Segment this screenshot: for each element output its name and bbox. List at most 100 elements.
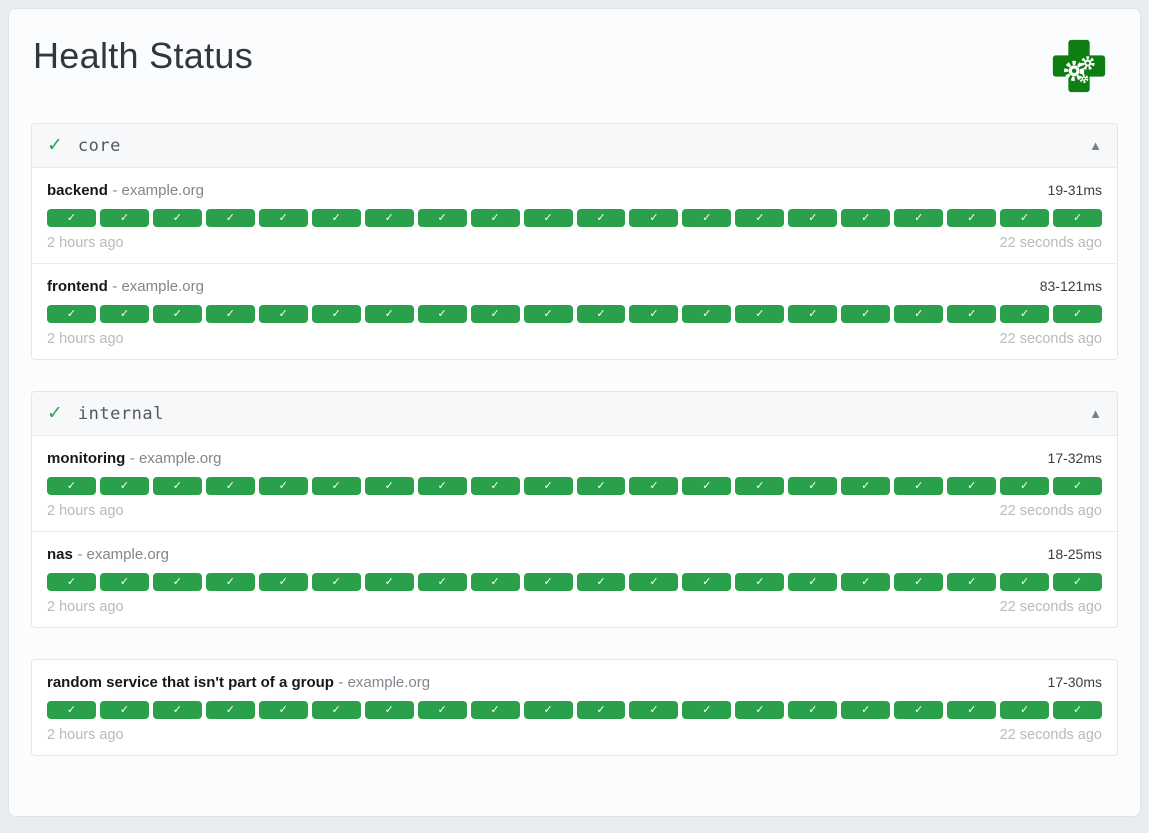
health-segment-ok[interactable]: ✓: [841, 305, 891, 323]
health-segment-ok[interactable]: ✓: [205, 477, 255, 495]
health-segment-ok[interactable]: ✓: [470, 305, 520, 323]
health-segment-ok[interactable]: ✓: [364, 573, 414, 591]
health-segment-ok[interactable]: ✓: [788, 477, 838, 495]
health-segment-ok[interactable]: ✓: [894, 477, 944, 495]
health-segment-ok[interactable]: ✓: [205, 209, 255, 227]
health-segment-ok[interactable]: ✓: [258, 701, 308, 719]
health-segment-ok[interactable]: ✓: [470, 573, 520, 591]
health-segment-ok[interactable]: ✓: [682, 209, 732, 227]
health-segment-ok[interactable]: ✓: [47, 305, 96, 323]
health-segment-ok[interactable]: ✓: [364, 701, 414, 719]
health-segment-ok[interactable]: ✓: [576, 209, 626, 227]
health-segment-ok[interactable]: ✓: [735, 573, 785, 591]
health-segment-ok[interactable]: ✓: [523, 477, 573, 495]
health-segment-ok[interactable]: ✓: [894, 305, 944, 323]
health-segment-ok[interactable]: ✓: [1000, 477, 1050, 495]
health-segment-ok[interactable]: ✓: [205, 305, 255, 323]
health-segment-ok[interactable]: ✓: [576, 701, 626, 719]
health-segment-ok[interactable]: ✓: [523, 209, 573, 227]
health-segment-ok[interactable]: ✓: [99, 477, 149, 495]
health-segment-ok[interactable]: ✓: [258, 305, 308, 323]
health-segment-ok[interactable]: ✓: [841, 209, 891, 227]
health-segment-ok[interactable]: ✓: [470, 701, 520, 719]
health-segment-ok[interactable]: ✓: [152, 477, 202, 495]
health-segment-ok[interactable]: ✓: [364, 305, 414, 323]
health-segment-ok[interactable]: ✓: [47, 209, 96, 227]
health-segment-ok[interactable]: ✓: [629, 701, 679, 719]
health-segment-ok[interactable]: ✓: [841, 701, 891, 719]
health-segment-ok[interactable]: ✓: [311, 701, 361, 719]
health-segment-ok[interactable]: ✓: [576, 305, 626, 323]
health-segment-ok[interactable]: ✓: [788, 701, 838, 719]
health-segment-ok[interactable]: ✓: [523, 573, 573, 591]
health-segment-ok[interactable]: ✓: [841, 477, 891, 495]
health-segment-ok[interactable]: ✓: [894, 573, 944, 591]
health-segment-ok[interactable]: ✓: [311, 305, 361, 323]
health-segment-ok[interactable]: ✓: [99, 573, 149, 591]
health-segment-ok[interactable]: ✓: [152, 305, 202, 323]
health-segment-ok[interactable]: ✓: [894, 209, 944, 227]
group-header[interactable]: ✓ internal ▲: [32, 392, 1117, 436]
collapse-triangle-icon[interactable]: ▲: [1089, 406, 1102, 421]
health-segment-ok[interactable]: ✓: [788, 209, 838, 227]
health-segment-ok[interactable]: ✓: [258, 209, 308, 227]
health-segment-ok[interactable]: ✓: [788, 305, 838, 323]
health-segment-ok[interactable]: ✓: [1000, 573, 1050, 591]
health-segment-ok[interactable]: ✓: [152, 701, 202, 719]
health-segment-ok[interactable]: ✓: [417, 701, 467, 719]
health-segment-ok[interactable]: ✓: [735, 477, 785, 495]
health-segment-ok[interactable]: ✓: [947, 573, 997, 591]
health-segment-ok[interactable]: ✓: [1053, 573, 1103, 591]
health-segment-ok[interactable]: ✓: [1053, 477, 1103, 495]
health-segment-ok[interactable]: ✓: [841, 573, 891, 591]
health-segment-ok[interactable]: ✓: [311, 573, 361, 591]
health-segment-ok[interactable]: ✓: [99, 305, 149, 323]
health-segment-ok[interactable]: ✓: [417, 305, 467, 323]
health-segment-ok[interactable]: ✓: [735, 701, 785, 719]
health-segment-ok[interactable]: ✓: [682, 573, 732, 591]
health-segment-ok[interactable]: ✓: [311, 477, 361, 495]
health-segment-ok[interactable]: ✓: [99, 209, 149, 227]
health-segment-ok[interactable]: ✓: [735, 209, 785, 227]
health-segment-ok[interactable]: ✓: [417, 477, 467, 495]
health-segment-ok[interactable]: ✓: [1000, 209, 1050, 227]
health-segment-ok[interactable]: ✓: [311, 209, 361, 227]
health-segment-ok[interactable]: ✓: [205, 701, 255, 719]
health-segment-ok[interactable]: ✓: [523, 701, 573, 719]
health-segment-ok[interactable]: ✓: [947, 477, 997, 495]
health-segment-ok[interactable]: ✓: [523, 305, 573, 323]
health-segment-ok[interactable]: ✓: [947, 701, 997, 719]
health-segment-ok[interactable]: ✓: [470, 477, 520, 495]
collapse-triangle-icon[interactable]: ▲: [1089, 138, 1102, 153]
health-segment-ok[interactable]: ✓: [47, 701, 96, 719]
health-segment-ok[interactable]: ✓: [576, 477, 626, 495]
health-segment-ok[interactable]: ✓: [629, 477, 679, 495]
health-segment-ok[interactable]: ✓: [682, 701, 732, 719]
health-segment-ok[interactable]: ✓: [947, 209, 997, 227]
health-segment-ok[interactable]: ✓: [1053, 209, 1103, 227]
health-segment-ok[interactable]: ✓: [682, 305, 732, 323]
health-segment-ok[interactable]: ✓: [47, 573, 96, 591]
health-segment-ok[interactable]: ✓: [735, 305, 785, 323]
health-segment-ok[interactable]: ✓: [682, 477, 732, 495]
health-segment-ok[interactable]: ✓: [1053, 305, 1103, 323]
health-segment-ok[interactable]: ✓: [947, 305, 997, 323]
health-segment-ok[interactable]: ✓: [99, 701, 149, 719]
health-segment-ok[interactable]: ✓: [205, 573, 255, 591]
health-segment-ok[interactable]: ✓: [788, 573, 838, 591]
health-segment-ok[interactable]: ✓: [364, 477, 414, 495]
health-segment-ok[interactable]: ✓: [629, 573, 679, 591]
health-segment-ok[interactable]: ✓: [629, 305, 679, 323]
health-segment-ok[interactable]: ✓: [417, 209, 467, 227]
health-segment-ok[interactable]: ✓: [47, 477, 96, 495]
health-segment-ok[interactable]: ✓: [629, 209, 679, 227]
health-segment-ok[interactable]: ✓: [417, 573, 467, 591]
health-segment-ok[interactable]: ✓: [258, 477, 308, 495]
health-segment-ok[interactable]: ✓: [364, 209, 414, 227]
group-header[interactable]: ✓ core ▲: [32, 124, 1117, 168]
health-segment-ok[interactable]: ✓: [894, 701, 944, 719]
health-segment-ok[interactable]: ✓: [576, 573, 626, 591]
health-segment-ok[interactable]: ✓: [1000, 701, 1050, 719]
health-segment-ok[interactable]: ✓: [1053, 701, 1103, 719]
health-segment-ok[interactable]: ✓: [470, 209, 520, 227]
